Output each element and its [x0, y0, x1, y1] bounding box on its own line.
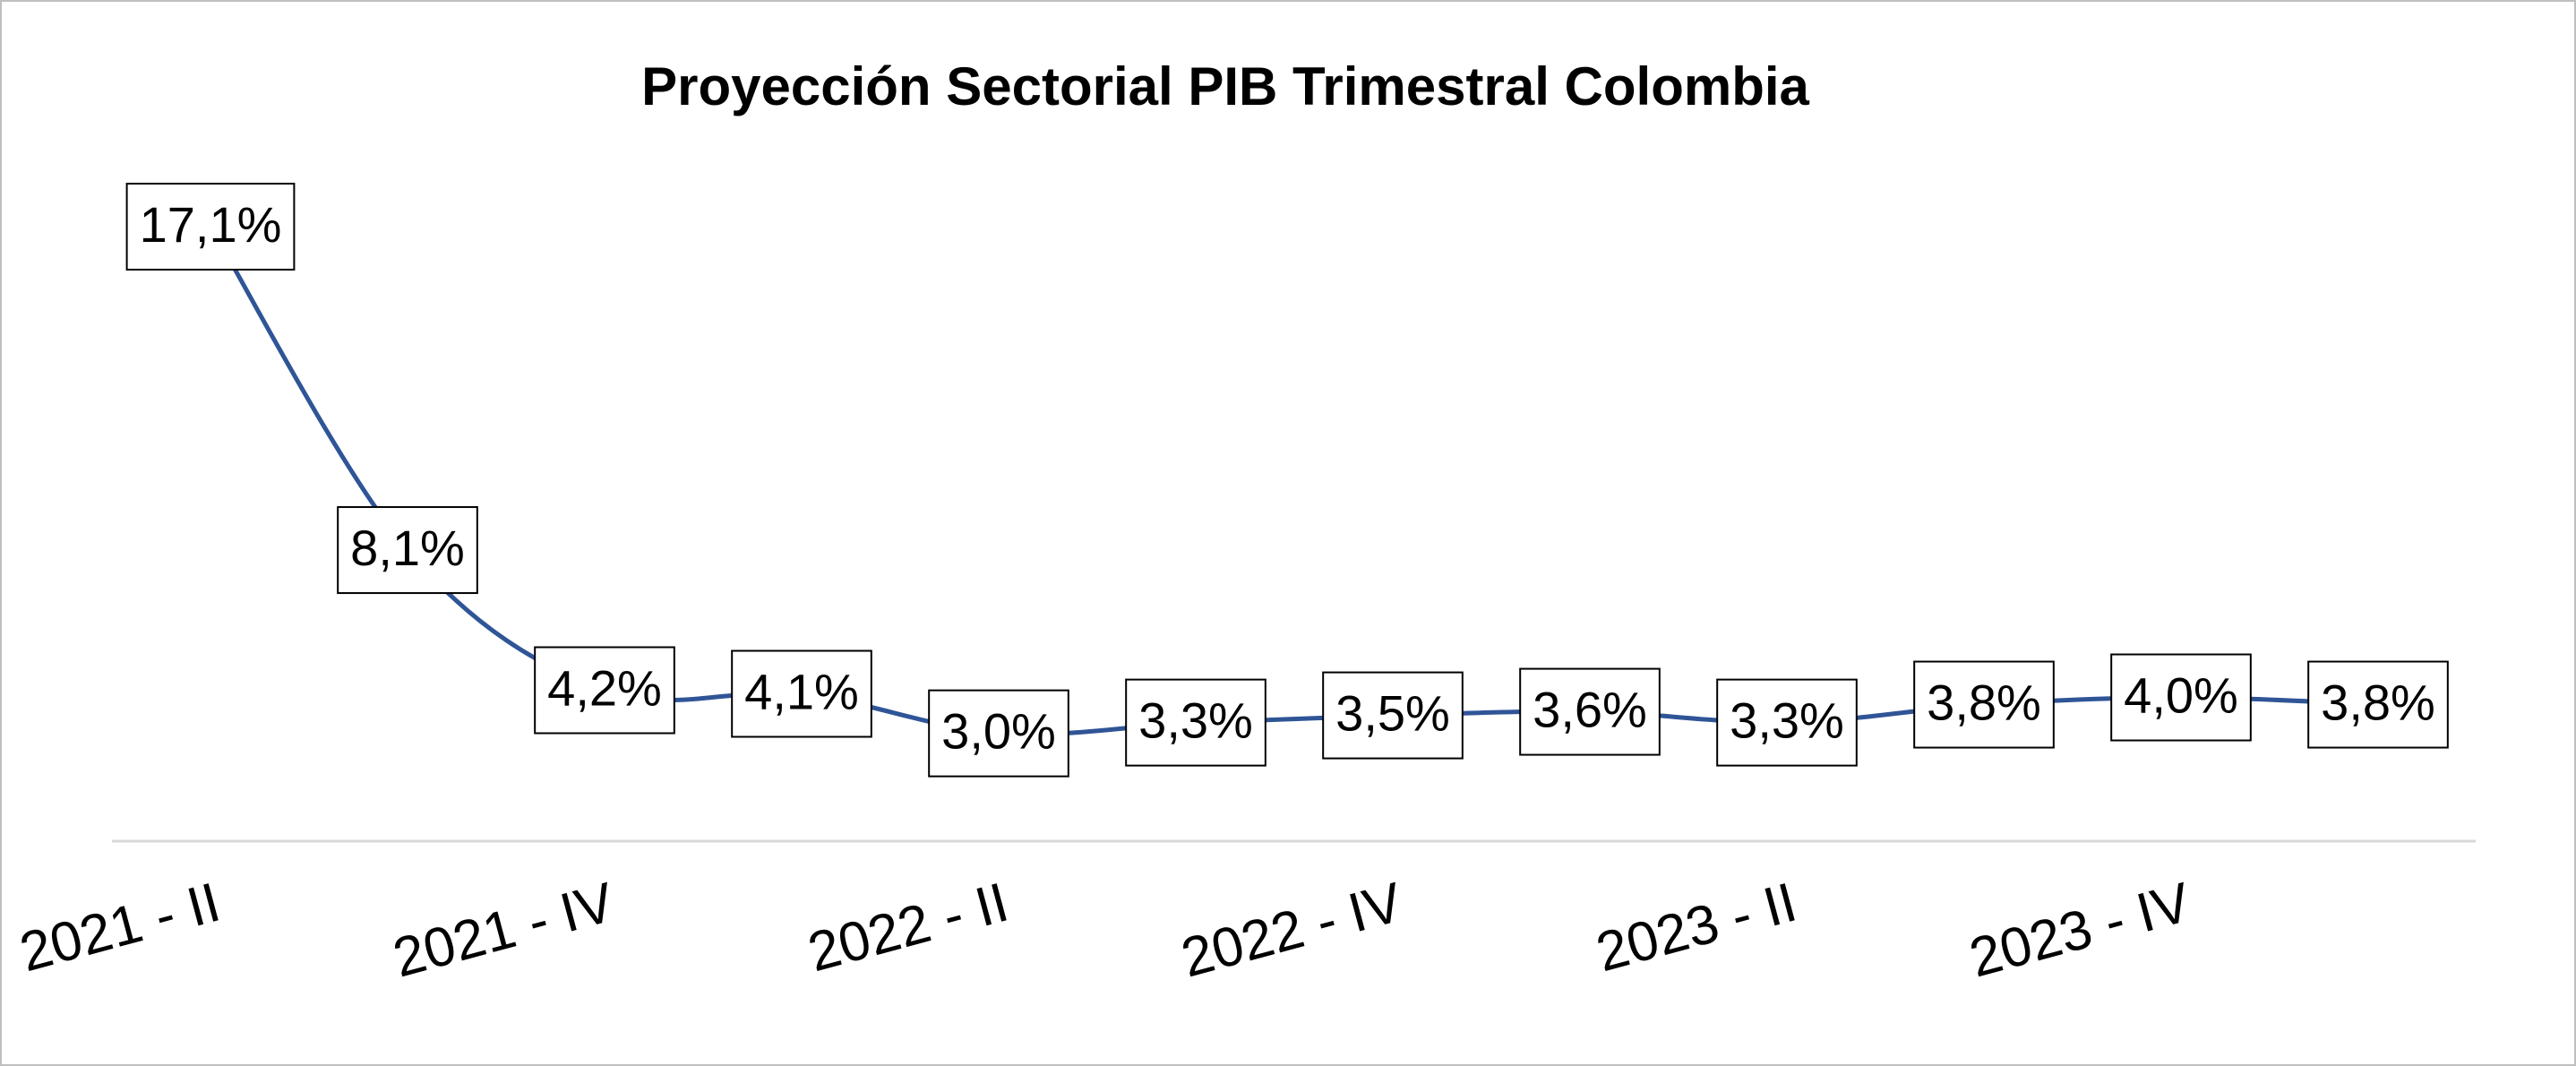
data-label: 3,6% — [1519, 667, 1661, 756]
data-label-box — [731, 649, 872, 738]
data-label-text: 8,1% — [350, 520, 465, 576]
data-label-box — [1716, 678, 1858, 767]
chart-title: Proyección Sectorial PIB Trimestral Colo… — [641, 56, 1809, 116]
data-label-box — [2110, 653, 2252, 742]
data-label-box — [1913, 660, 2055, 749]
data-label-box — [534, 646, 675, 735]
data-label: 3,8% — [1913, 660, 2055, 749]
data-label-text: 17,1% — [140, 196, 282, 253]
data-label: 3,8% — [2307, 660, 2449, 749]
data-label-text: 3,5% — [1335, 684, 1450, 741]
data-label-box — [125, 183, 296, 271]
data-label-box — [2307, 660, 2449, 749]
data-label-box — [1519, 667, 1661, 756]
data-label: 4,0% — [2110, 653, 2252, 742]
data-label: 3,3% — [1125, 678, 1267, 767]
data-label: 17,1% — [125, 183, 296, 271]
data-label-box — [337, 506, 478, 595]
data-label-text: 4,2% — [547, 659, 662, 716]
data-label: 3,5% — [1322, 671, 1464, 760]
data-label-text: 3,8% — [2321, 674, 2435, 730]
data-label-text: 3,3% — [1730, 692, 1844, 748]
data-label: 3,3% — [1716, 678, 1858, 767]
data-label: 3,0% — [928, 689, 1069, 778]
data-label-text: 4,1% — [744, 663, 859, 719]
data-label-text: 4,0% — [2124, 666, 2238, 723]
data-label: 4,2% — [534, 646, 675, 735]
data-label: 4,1% — [731, 649, 872, 738]
data-label-text: 3,3% — [1138, 692, 1253, 748]
data-label-box — [1322, 671, 1464, 760]
data-label-box — [928, 689, 1069, 778]
data-label-text: 3,0% — [941, 702, 1056, 759]
data-label-text: 3,6% — [1533, 681, 1647, 737]
data-label-text: 3,8% — [1927, 674, 2041, 730]
data-label: 8,1% — [337, 506, 478, 595]
data-label-box — [1125, 678, 1267, 767]
